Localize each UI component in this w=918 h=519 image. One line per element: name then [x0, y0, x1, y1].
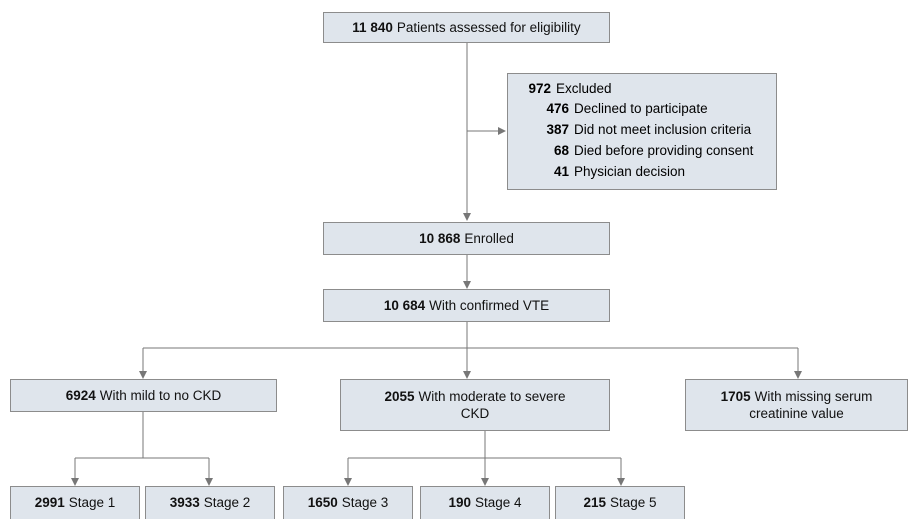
count: 2055 — [384, 389, 415, 404]
node-box: 11 840 Patients assessed for eligibility — [323, 12, 610, 43]
node-box: 10 868 Enrolled — [323, 222, 610, 255]
node-box: 3933 Stage 2 — [145, 486, 275, 519]
node-box: 1650 Stage 3 — [283, 486, 413, 519]
count: 387 — [546, 122, 569, 137]
label: With confirmed VTE — [429, 298, 550, 313]
label: With missing serum creatinine value — [749, 389, 873, 421]
node-text: 2055 With moderate to severe CKD — [375, 388, 575, 422]
label: Stage 5 — [609, 495, 657, 510]
node-box: 2055 With moderate to severe CKD — [340, 379, 610, 431]
node-text: 190 Stage 4 — [448, 494, 521, 511]
node-box: 10 684 With confirmed VTE — [323, 289, 610, 322]
count: 1650 — [307, 495, 338, 510]
count: 1705 — [720, 389, 751, 404]
count: 972 — [528, 81, 551, 96]
label: With mild to no CKD — [99, 388, 222, 403]
label: Stage 4 — [474, 495, 522, 510]
node-text: 10 868 Enrolled — [419, 230, 514, 247]
label: Enrolled — [464, 231, 514, 246]
node-text: 10 684 With confirmed VTE — [384, 297, 549, 314]
label: Patients assessed for eligibility — [396, 20, 581, 35]
count: 6924 — [65, 388, 96, 403]
label: Physician decision — [574, 164, 686, 179]
node-text: 2991 Stage 1 — [35, 494, 116, 511]
count: 10 868 — [419, 231, 461, 246]
node-box: 6924 With mild to no CKD — [10, 379, 277, 412]
count: 10 684 — [383, 298, 426, 313]
label: Stage 1 — [68, 495, 116, 510]
label: Declined to participate — [574, 101, 708, 116]
count: 11 840 — [352, 20, 393, 35]
count: 68 — [553, 143, 569, 158]
label: With moderate to severe CKD — [418, 389, 566, 421]
node-box: 1705 With missing serum creatinine value — [685, 379, 908, 431]
count: 41 — [553, 164, 569, 179]
label: Did not meet inclusion criteria — [574, 122, 752, 137]
count: 476 — [546, 101, 569, 116]
node-text: 3933 Stage 2 — [170, 494, 251, 511]
count: 2991 — [34, 495, 65, 510]
count: 215 — [583, 495, 606, 510]
count: 190 — [448, 495, 471, 510]
label: Stage 2 — [203, 495, 251, 510]
node-text: 11 840 Patients assessed for eligibility — [352, 19, 580, 36]
node-text: 1705 With missing serum creatinine value — [702, 388, 892, 422]
excluded-box: 972 Excluded 476 Declined to participate 3… — [507, 73, 777, 190]
node-box: 190 Stage 4 — [420, 486, 550, 519]
node-text: 215 Stage 5 — [583, 494, 656, 511]
count: 3933 — [169, 495, 200, 510]
node-box: 215 Stage 5 — [555, 486, 685, 519]
node-box: 2991 Stage 1 — [10, 486, 140, 519]
node-text: 1650 Stage 3 — [308, 494, 389, 511]
label: Stage 3 — [341, 495, 389, 510]
label: Excluded — [556, 81, 612, 96]
node-text: 6924 With mild to no CKD — [66, 387, 222, 404]
label: Died before providing consent — [574, 143, 754, 158]
